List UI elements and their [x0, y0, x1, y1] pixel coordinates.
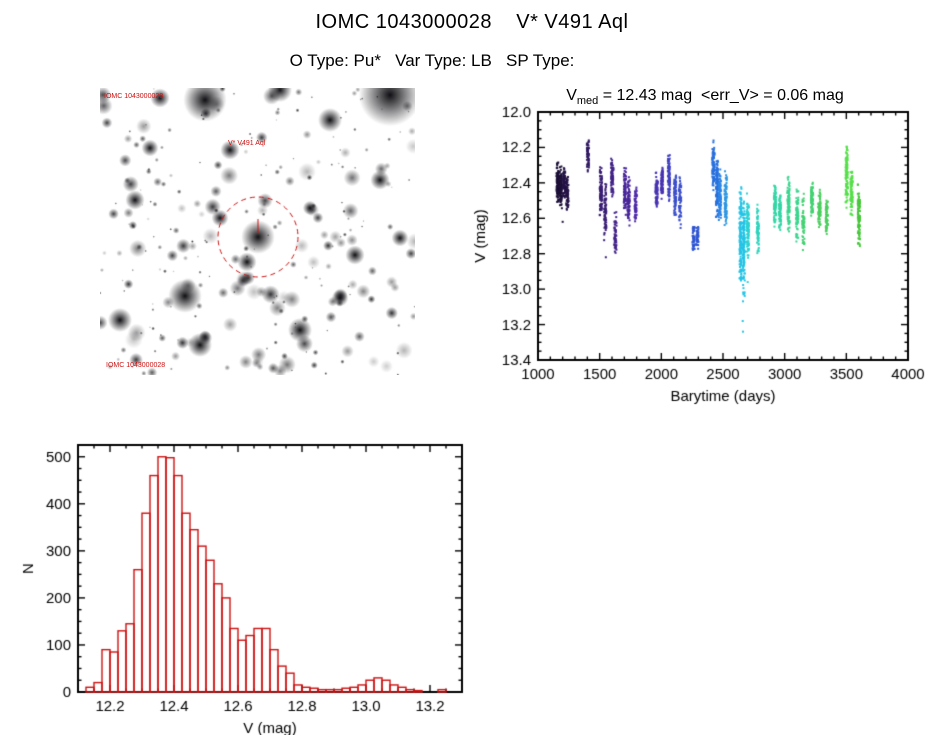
- page-subtitle: O Type: Pu* Var Type: LB SP Type:: [289, 51, 575, 70]
- lc-title-prefix: V: [566, 87, 577, 104]
- page-title: IOMC 1043000028 V* V491 Aql: [315, 11, 629, 33]
- lc-title-subscript: med: [576, 95, 599, 108]
- finding-chart-target-label: V* V491 Aql: [228, 140, 266, 147]
- histogram-canvas: [18, 435, 488, 735]
- finding-chart-bottom-label: IOMC 1043000028: [106, 362, 166, 369]
- finding-chart-canvas: [100, 88, 415, 375]
- finding-chart: IOMC 1043000028 V* V491 Aql IOMC 1043000…: [100, 88, 415, 375]
- lightcurve-canvas: [470, 105, 935, 410]
- lc-title-rest: = 12.43 mag <err_V> = 0.06 mag: [598, 87, 844, 104]
- lightcurve-title: Vmed = 12.43 mag <err_V> = 0.06 mag: [475, 87, 935, 107]
- finding-chart-id-label: IOMC 1043000028: [104, 93, 164, 100]
